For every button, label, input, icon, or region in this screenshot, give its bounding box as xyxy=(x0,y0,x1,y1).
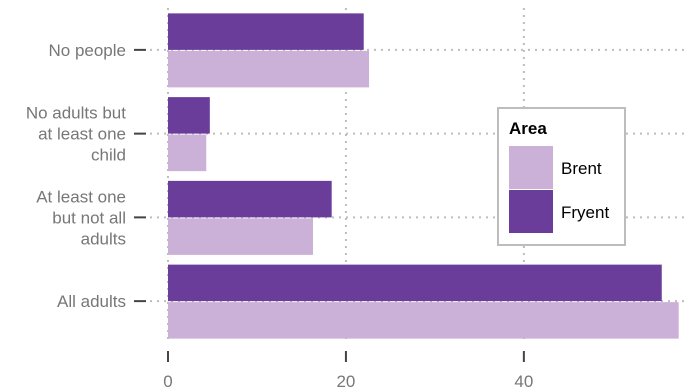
y-tick-label-line: adults xyxy=(81,229,126,248)
bar-fryent-0 xyxy=(168,13,364,50)
legend-label-fryent: Fryent xyxy=(561,203,609,222)
bar-brent-1 xyxy=(168,134,207,172)
y-tick-label-line: child xyxy=(91,146,126,165)
bar-brent-2 xyxy=(168,218,314,255)
y-tick-label-3: All adults xyxy=(57,292,126,311)
legend-key-brent xyxy=(509,146,553,189)
x-tick-label-40: 40 xyxy=(514,372,533,391)
bar-brent-0 xyxy=(168,50,370,88)
y-tick-label-line: No adults but xyxy=(26,104,126,123)
legend-label-brent: Brent xyxy=(561,159,602,178)
x-tick-label-20: 20 xyxy=(336,372,355,391)
y-tick-label-2: At least one but not all adults xyxy=(36,187,126,248)
legend-key-fryent xyxy=(509,190,553,233)
y-tick-label-line: but not all xyxy=(52,208,126,227)
legend: Area Brent Fryent xyxy=(497,107,626,246)
y-tick-label-line: at least one xyxy=(38,125,126,144)
x-tick-label-0: 0 xyxy=(163,372,172,391)
y-tick-label-line: No people xyxy=(48,41,126,60)
bar-fryent-1 xyxy=(168,97,210,134)
y-tick-label-0: No people xyxy=(48,41,126,60)
bar-fryent-3 xyxy=(168,264,662,302)
y-tick-label-1: No adults but at least one child xyxy=(26,104,126,165)
y-axis: No people No adults but at least one child A… xyxy=(26,41,146,311)
y-tick-label-line: At least one xyxy=(36,187,126,206)
bar-fryent-2 xyxy=(168,180,332,218)
bars xyxy=(168,13,679,339)
bar-brent-3 xyxy=(168,302,679,339)
x-axis: 0 20 40 xyxy=(163,351,533,391)
legend-title: Area xyxy=(509,119,547,138)
y-tick-label-line: All adults xyxy=(57,292,126,311)
